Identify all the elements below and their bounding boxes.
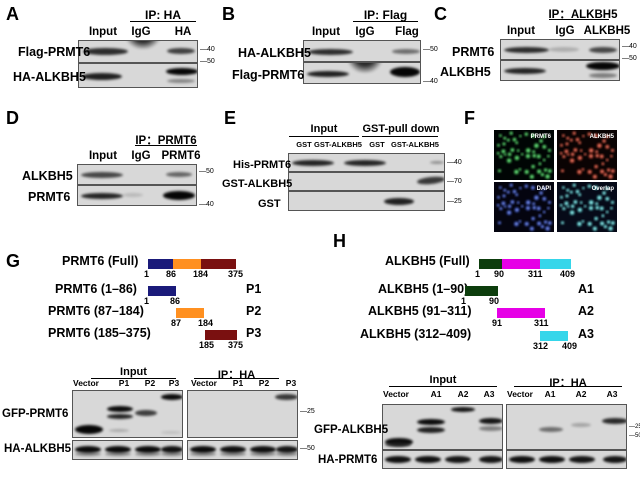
svg-text:Overlap: Overlap bbox=[592, 186, 615, 192]
svg-text:PRMT6: PRMT6 bbox=[531, 134, 552, 140]
svg-text:DAPI: DAPI bbox=[537, 186, 552, 192]
svg-text:ALKBH5: ALKBH5 bbox=[590, 134, 615, 140]
